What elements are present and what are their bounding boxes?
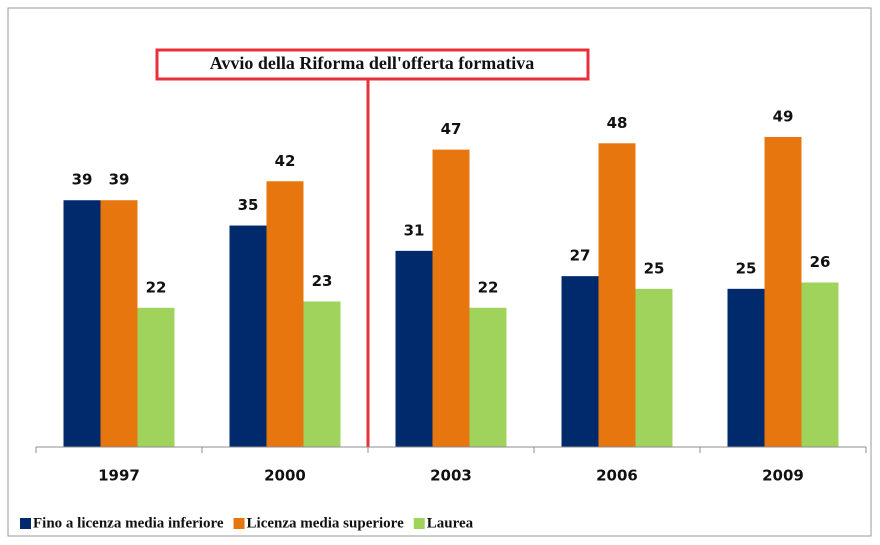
data-label: 31 [404,221,425,239]
data-label: 39 [72,171,93,189]
data-label: 25 [644,259,665,277]
annotation-box [155,48,590,81]
legend-label: Fino a licenza media inferiore [33,515,224,531]
bar [635,288,673,447]
data-label: 48 [607,114,628,132]
data-label: 35 [238,196,259,214]
annotation: Avvio della Riforma dell'offerta formati… [210,53,535,73]
data-label: 49 [773,107,794,125]
bar [561,276,599,447]
legend-swatch [233,518,245,529]
legend-swatch [413,518,425,529]
data-label: 26 [810,253,831,271]
data-label: 27 [570,247,591,265]
bar [229,225,267,447]
legend-label: Laurea [427,515,474,531]
bar [63,200,101,447]
data-label: 39 [109,171,130,189]
bar [137,307,175,447]
data-label: 23 [312,272,333,290]
data-label: 22 [478,278,499,296]
legend-swatch [20,518,31,529]
data-label: 25 [736,259,757,277]
bar [432,149,470,448]
data-label: 47 [441,120,462,138]
bar [266,181,304,447]
bar [395,250,433,447]
bar [469,307,507,447]
bar [764,136,802,448]
bar [303,301,341,447]
bar [100,200,138,447]
x-tick-label: 2006 [596,467,638,485]
data-label: 42 [275,152,296,170]
legend-label: Licenza media superiore [247,515,405,531]
data-label: 22 [146,278,167,296]
x-tick-label: 2000 [264,467,306,485]
x-tick-label: 1997 [98,467,140,485]
x-tick-label: 2009 [762,467,804,485]
x-tick-label: 2003 [430,467,472,485]
bar [727,288,765,447]
bar [598,143,636,448]
bar [801,282,839,447]
